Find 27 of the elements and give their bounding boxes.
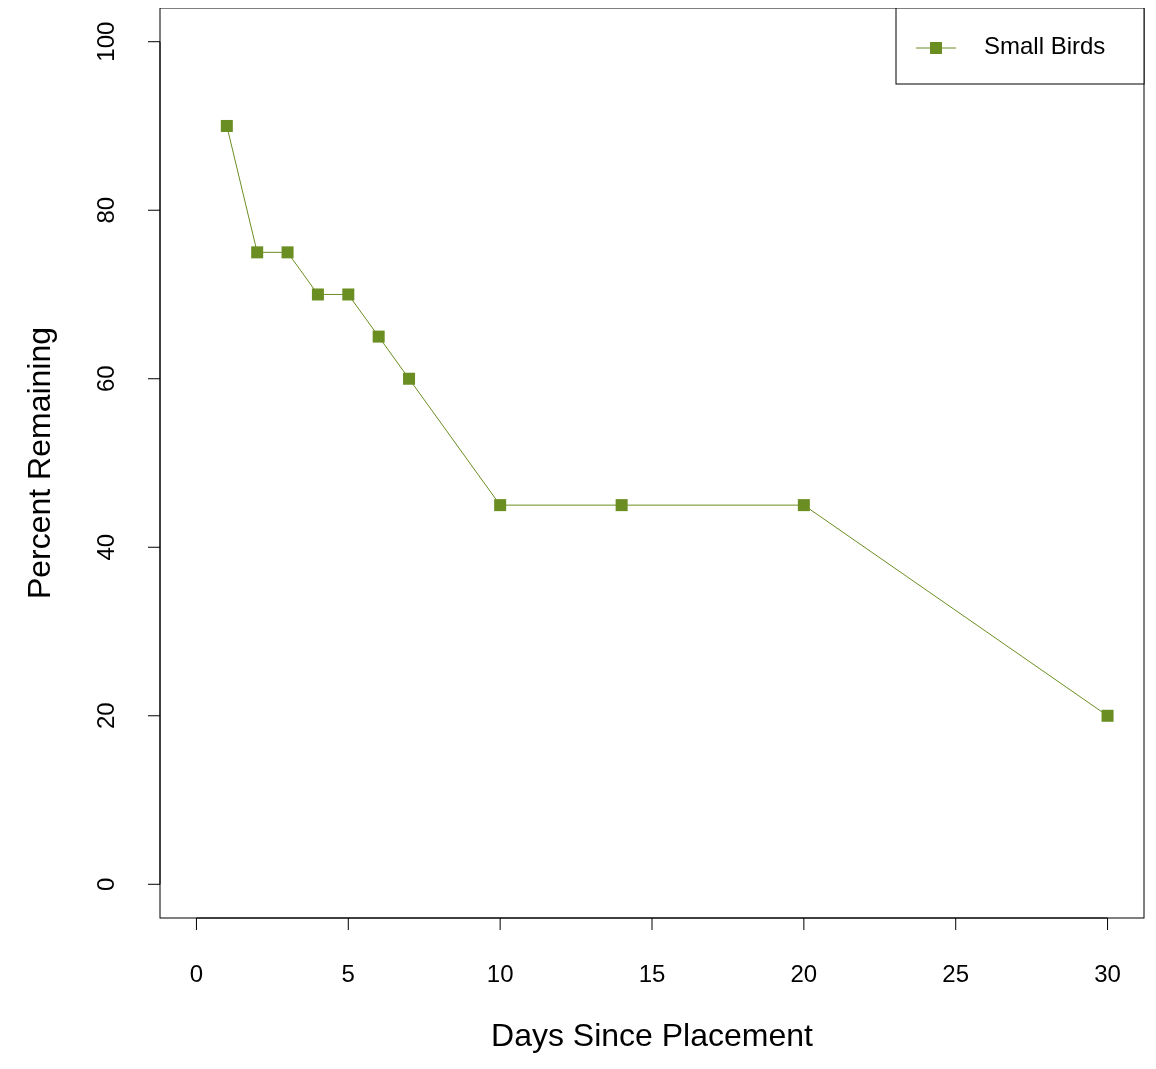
x-tick-label: 0 xyxy=(189,960,204,987)
x-tick-label: 25 xyxy=(942,960,970,987)
point xyxy=(251,246,264,259)
point xyxy=(1101,709,1114,722)
y-tick-label: 100 xyxy=(92,21,120,62)
y-tick-label: 0 xyxy=(92,877,120,891)
point xyxy=(797,499,810,512)
legend-label: Small Birds xyxy=(984,32,1106,60)
point xyxy=(311,288,324,301)
y-tick-label: 80 xyxy=(92,196,120,224)
y-tick-label: 60 xyxy=(92,365,120,393)
x-tick-label: 5 xyxy=(341,960,355,987)
point xyxy=(281,246,294,259)
point xyxy=(403,372,416,385)
y-axis-title: Percent Remaining xyxy=(21,326,57,600)
x-tick-label: 10 xyxy=(486,960,514,987)
point xyxy=(372,330,385,343)
y-tick-label: 40 xyxy=(92,533,120,561)
x-tick-label: 30 xyxy=(1094,960,1121,987)
point xyxy=(494,499,507,512)
point xyxy=(220,119,233,132)
x-axis-title: Days Since Placement xyxy=(491,1017,814,1053)
x-tick-label: 20 xyxy=(790,960,818,987)
x-tick-label: 15 xyxy=(638,960,666,987)
point xyxy=(342,288,355,301)
y-tick-label: 20 xyxy=(92,702,120,730)
point xyxy=(615,499,628,512)
